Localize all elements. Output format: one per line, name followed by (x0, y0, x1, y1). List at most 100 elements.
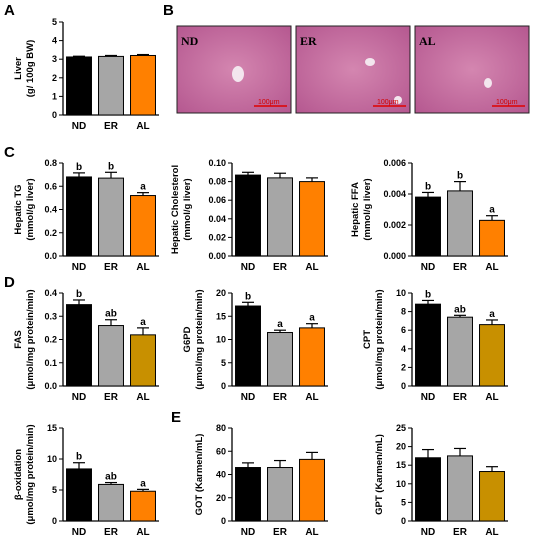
y-tick-label: 40 (216, 470, 226, 480)
y-tick-label: 0.00 (208, 251, 226, 261)
y-tick-label: 2 (52, 73, 57, 83)
y-tick-label: 0.000 (383, 251, 406, 261)
y-tick-label: 0 (401, 516, 406, 526)
histology-label-er: ER (300, 34, 317, 48)
bar-er (447, 316, 473, 387)
bar-nd (415, 196, 441, 257)
x-tick-label: ND (421, 527, 435, 538)
y-axis-label: Hepatic FFA (350, 182, 361, 237)
y-tick-label: 8 (401, 307, 406, 317)
x-tick-label: AL (305, 392, 318, 403)
y-tick-label: 0.2 (44, 335, 57, 345)
bar-nd (235, 174, 261, 257)
y-tick-label: 0 (52, 110, 57, 120)
y-tick-label: 0.002 (383, 220, 406, 230)
x-tick-label: ER (273, 392, 288, 403)
y-axis-label: G6PD (182, 326, 193, 352)
x-tick-label: ND (241, 527, 255, 538)
y-axis-label: (g/ 100g BW) (25, 40, 36, 98)
y-tick-label: 20 (216, 288, 226, 298)
bar-er (98, 177, 124, 257)
x-tick-label: ND (72, 392, 86, 403)
y-tick-label: 3 (52, 54, 57, 64)
y-axis-label: GPT (Karmen/mL) (374, 434, 385, 515)
chart-tg: 0.0 0.2 0.4 0.6 0.8 Hepatic TG (mmol/g liver) b… (13, 158, 159, 273)
y-tick-label: 80 (216, 423, 226, 433)
bar-er (98, 325, 124, 387)
chart-liver: 0 1 2 3 4 5 Liver (g/ 100g BW) ND ER AL (13, 17, 159, 132)
y-tick-label: 20 (216, 493, 226, 503)
y-tick-label: 5 (401, 497, 406, 507)
y-axis-label: (mmol/g liver) (25, 178, 36, 240)
x-tick-label: ER (453, 527, 468, 538)
bar-al (130, 334, 156, 387)
y-tick-label: 0.006 (383, 158, 406, 168)
x-tick-label: ER (453, 392, 468, 403)
y-tick-label: 0.06 (208, 195, 226, 205)
x-tick-label: ND (72, 527, 86, 538)
significance-label: a (140, 182, 146, 193)
y-axis-label: Hepatic Cholesterol (170, 165, 181, 254)
panel-letter-e: E (171, 409, 181, 426)
y-tick-label: 0.10 (208, 158, 226, 168)
y-tick-label: 60 (216, 446, 226, 456)
bar-nd (66, 56, 92, 116)
y-tick-label: 10 (396, 288, 406, 298)
y-axis-label: (μmol/mg protein/min) (374, 289, 385, 389)
significance-label: b (108, 161, 114, 172)
histology-panel-al: AL 100μm (414, 25, 530, 114)
significance-label: ab (105, 309, 117, 320)
y-tick-label: 5 (52, 485, 57, 495)
scale-label-al: 100μm (496, 99, 518, 106)
y-axis-label: β-oxidation (13, 449, 24, 500)
y-axis-label: (μmol/mg protein/min) (25, 424, 36, 524)
y-tick-label: 0.0 (44, 381, 57, 391)
y-tick-label: 25 (396, 423, 406, 433)
bar-al (299, 181, 325, 257)
y-tick-label: 0.004 (383, 189, 406, 199)
x-tick-label: ND (241, 392, 255, 403)
panel-letter-d: D (4, 274, 15, 291)
y-axis-label: CPT (362, 330, 373, 349)
y-tick-label: 0.08 (208, 177, 226, 187)
y-tick-label: 4 (52, 36, 57, 46)
scale-label-er: 100μm (377, 99, 399, 106)
bar-nd (66, 468, 92, 522)
y-axis-label: (mmol/g liver) (362, 178, 373, 240)
bar-al (130, 490, 156, 522)
chart-boxid: 0 5 10 15 β-oxidation (μmol/mg protein/min) b N… (13, 423, 159, 538)
significance-label: b (245, 291, 251, 302)
y-tick-label: 0.2 (44, 228, 57, 238)
chart-got: 0 20 40 60 80 GOT (Karmen/mL) ND ER AL (194, 423, 328, 538)
y-tick-label: 10 (396, 479, 406, 489)
y-tick-label: 0 (221, 381, 226, 391)
bar-al (130, 195, 156, 257)
bar-er (98, 55, 124, 116)
y-tick-label: 0.8 (44, 158, 57, 168)
x-tick-label: AL (136, 527, 149, 538)
significance-label: b (76, 452, 82, 463)
bar-er (267, 177, 293, 257)
x-tick-label: ER (104, 527, 119, 538)
chart-gpt: 0 5 10 15 20 25 GPT (Karmen/mL) ND ER AL (374, 423, 508, 538)
chart-g6pd: 0 5 10 15 20 G6PD (μmol/mg protein/min) b ND a ER a… (182, 288, 328, 403)
y-tick-label: 0.1 (44, 358, 57, 368)
x-tick-label: AL (485, 527, 498, 538)
y-tick-label: 15 (47, 423, 57, 433)
bar-er (267, 332, 293, 387)
histology-panel-er: ER 100μm (295, 25, 411, 114)
bar-nd (66, 304, 92, 387)
chart-ffa: 0.000 0.002 0.004 0.006 Hepatic FFA (mmol/g l… (350, 158, 508, 273)
x-tick-label: ND (421, 392, 435, 403)
bar-al (479, 219, 505, 257)
bar-nd (66, 176, 92, 257)
x-tick-label: ND (421, 262, 435, 273)
x-tick-label: ER (273, 262, 288, 273)
x-tick-label: ER (104, 392, 119, 403)
x-tick-label: AL (136, 121, 149, 132)
significance-label: a (140, 317, 146, 328)
x-tick-label: ND (241, 262, 255, 273)
bar-al (479, 471, 505, 522)
significance-label: a (140, 478, 146, 489)
significance-label: b (425, 289, 431, 300)
